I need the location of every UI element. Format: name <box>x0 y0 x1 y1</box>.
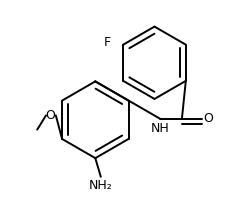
Text: F: F <box>104 36 111 50</box>
Text: O: O <box>45 109 55 122</box>
Text: NH₂: NH₂ <box>89 178 113 192</box>
Text: NH: NH <box>151 122 169 135</box>
Text: O: O <box>203 112 213 125</box>
